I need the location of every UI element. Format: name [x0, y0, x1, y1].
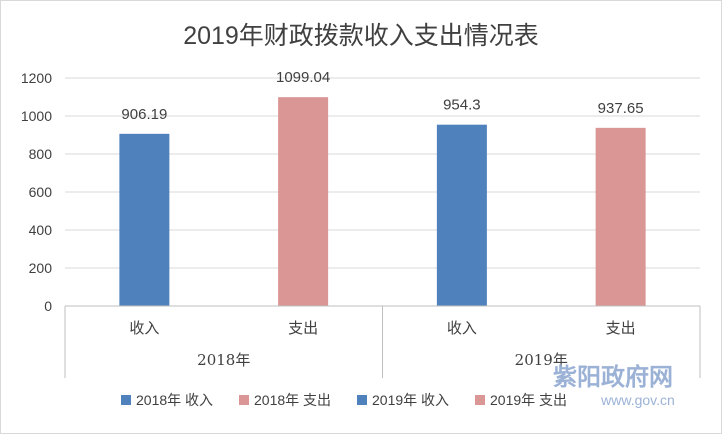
data-label: 954.3	[443, 97, 481, 114]
y-tick-label: 1200	[21, 70, 52, 86]
legend-swatch	[475, 395, 485, 405]
legend-label: 2019年 支出	[490, 392, 567, 408]
watermark: 紫阳政府网 www.gov.cn	[553, 363, 675, 408]
bar-2	[278, 97, 329, 306]
y-tick-label: 400	[29, 222, 53, 238]
y-axis: 0 200 400 600 800 1000 1200	[21, 70, 52, 314]
data-label: 1099.04	[276, 69, 330, 86]
legend-label: 2018年 收入	[136, 392, 213, 408]
y-tick-label: 200	[29, 260, 53, 276]
data-label: 906.19	[121, 106, 167, 123]
x-tick-label: 收入	[129, 319, 159, 337]
legend-label: 2018年 支出	[254, 392, 331, 408]
y-tick-label: 800	[29, 146, 53, 162]
y-tick-label: 600	[29, 184, 53, 200]
legend-label: 2019年 收入	[372, 392, 449, 408]
legend-swatch	[357, 395, 367, 405]
bar-4	[595, 127, 646, 306]
watermark-url: www.gov.cn	[600, 392, 675, 408]
x-group-label: 2019年	[515, 351, 568, 369]
y-tick-label: 1000	[21, 108, 52, 124]
x-group-label: 2018年	[197, 351, 250, 369]
bars	[119, 97, 646, 306]
watermark-text: 紫阳政府网	[553, 363, 673, 391]
y-tick-label: 0	[44, 298, 52, 314]
bar-3	[436, 124, 487, 306]
x-tick-label: 支出	[288, 319, 318, 337]
x-tick-label: 收入	[447, 319, 477, 337]
x-axis: 收入 支出 2018年 收入 支出 2019年	[64, 305, 701, 378]
data-labels: 906.19 1099.04 954.3 937.65	[121, 69, 643, 123]
data-label: 937.65	[598, 100, 644, 117]
legend: 2018年 收入 2018年 支出 2019年 收入 2019年 支出	[121, 392, 567, 408]
legend-swatch	[239, 395, 249, 405]
bar-1	[119, 133, 170, 306]
legend-swatch	[121, 395, 131, 405]
chart-title: 2019年财政拨款收入支出情况表	[183, 22, 539, 50]
x-tick-label: 支出	[606, 319, 636, 337]
